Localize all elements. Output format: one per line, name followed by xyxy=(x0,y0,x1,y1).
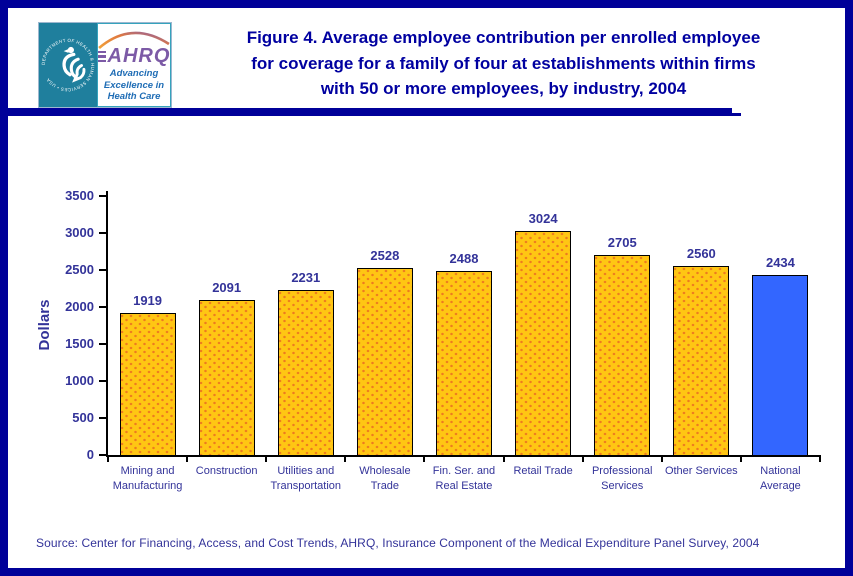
chart-bar xyxy=(356,268,413,456)
chart-bar xyxy=(277,290,334,456)
y-axis-tick xyxy=(99,454,107,456)
svg-text:DEPARTMENT OF HEALTH & HUMAN S: DEPARTMENT OF HEALTH & HUMAN SERVICES • … xyxy=(41,38,95,93)
y-axis-tick xyxy=(99,232,107,234)
bar-value-label: 2560 xyxy=(686,246,716,261)
bar-value-label: 2231 xyxy=(291,270,321,285)
x-axis-line xyxy=(106,455,820,457)
y-axis-tick xyxy=(99,417,107,419)
y-axis-tick-label: 500 xyxy=(72,410,94,425)
bar-value-label: 1919 xyxy=(133,293,163,308)
x-axis-category-label: Other Services xyxy=(664,465,738,477)
x-axis-tick xyxy=(739,455,742,462)
header-divider-tail xyxy=(732,113,741,116)
y-axis-tick-label: 0 xyxy=(86,447,94,462)
chart-bar xyxy=(594,255,651,456)
x-axis-tick xyxy=(265,455,268,462)
x-axis-category-label: Utilities and Transportation xyxy=(270,465,342,492)
bar-value-label: 3024 xyxy=(528,211,558,226)
x-axis-category-label: Professional Services xyxy=(591,465,653,492)
y-axis-tick-label: 1000 xyxy=(65,373,94,388)
x-axis-tick xyxy=(107,455,109,462)
ahrq-arc-icon xyxy=(98,31,170,49)
hhs-eagle-icon: DEPARTMENT OF HEALTH & HUMAN SERVICES • … xyxy=(41,38,95,93)
x-axis-category-label: Mining and Manufacturing xyxy=(112,465,183,492)
plot-area: 0 500 1000 1500 2000 2500 3000 3500 1919 Mining a… xyxy=(65,188,821,492)
bar-value-label: 2705 xyxy=(607,235,637,250)
ahrq-wordmark: AHRQ xyxy=(97,30,171,68)
x-axis-tick xyxy=(660,455,663,462)
y-axis-tick-label: 3500 xyxy=(65,188,94,203)
x-axis-category-label: Wholesale Trade xyxy=(359,465,411,492)
ahrq-acronym: AHRQ xyxy=(107,45,171,68)
ahrq-speed-lines-icon xyxy=(97,50,106,63)
x-axis-tick xyxy=(502,455,505,462)
chart-bar xyxy=(436,271,492,456)
y-axis-tick xyxy=(99,269,107,271)
bar-value-label: 2434 xyxy=(765,255,795,270)
chart-bar xyxy=(515,231,572,456)
hhs-seal-text: DEPARTMENT OF HEALTH & HUMAN SERVICES • … xyxy=(41,38,95,93)
source-note: Source: Center for Financing, Access, an… xyxy=(36,536,760,550)
chart-bar xyxy=(752,275,809,456)
header-divider xyxy=(8,108,732,116)
x-axis-category-label: Retail Trade xyxy=(513,465,573,477)
bar-value-label: 2091 xyxy=(212,280,242,295)
y-axis-tick-label: 3000 xyxy=(65,225,94,240)
x-axis-tick xyxy=(819,455,821,462)
y-axis-line xyxy=(106,191,108,457)
ahrq-hhs-logo: DEPARTMENT OF HEALTH & HUMAN SERVICES • … xyxy=(38,22,172,108)
x-axis-tick xyxy=(423,455,426,462)
ahrq-tagline: Advancing Excellence in Health Care xyxy=(103,68,165,102)
chart-bar xyxy=(198,300,255,456)
y-axis-tick-label: 2500 xyxy=(65,262,94,277)
x-axis-tick xyxy=(581,455,584,462)
chart-bar xyxy=(119,313,176,456)
y-axis-tick xyxy=(99,195,107,197)
bar-value-label: 2488 xyxy=(449,251,479,266)
x-axis-category-label: Construction xyxy=(195,465,258,477)
y-axis-tick-label: 1500 xyxy=(65,336,94,351)
y-axis-tick xyxy=(99,343,107,345)
chart-bar xyxy=(673,266,730,456)
y-axis-tick xyxy=(99,306,107,308)
x-axis-tick xyxy=(344,455,347,462)
y-axis-title: Dollars xyxy=(36,299,53,351)
hhs-seal: DEPARTMENT OF HEALTH & HUMAN SERVICES • … xyxy=(39,23,97,107)
x-axis-category-label: National Average xyxy=(760,465,801,492)
x-axis-category-label: Fin. Ser. and Real Estate xyxy=(432,465,496,492)
page-title: Figure 4. Average employee contribution … xyxy=(246,28,761,98)
bar-value-label: 2528 xyxy=(370,248,400,263)
y-axis-tick-label: 2000 xyxy=(65,299,94,314)
ahrq-logo: AHRQ Advancing Excellence in Health Care xyxy=(97,23,171,107)
x-axis-tick xyxy=(186,455,189,462)
y-axis-tick xyxy=(99,380,107,382)
